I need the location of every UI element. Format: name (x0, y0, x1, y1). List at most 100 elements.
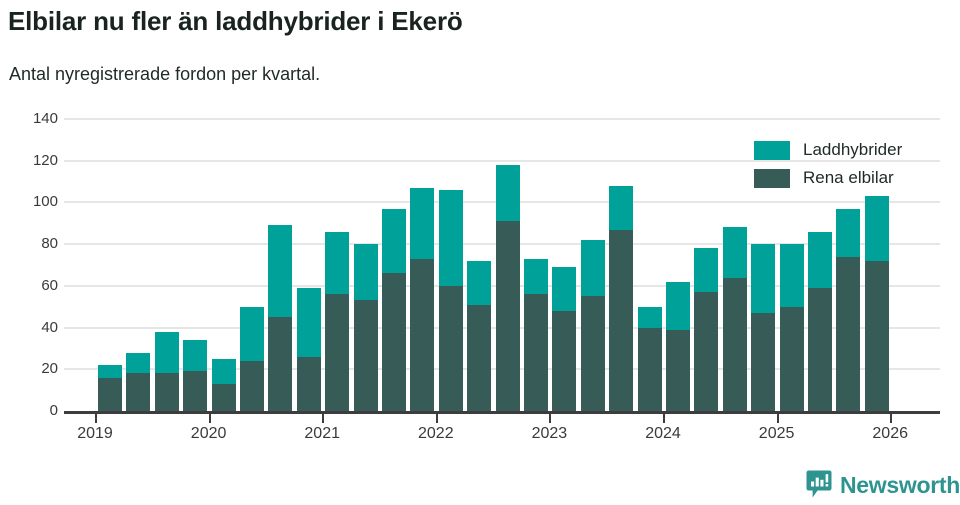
bar-segment-rena-elbilar (524, 294, 548, 411)
bar-segment-rena-elbilar (495, 221, 520, 411)
x-axis-tick-label: 2021 (304, 425, 340, 442)
bar-2021-q3[interactable] (382, 208, 406, 411)
bar-segment-laddhybrider (495, 164, 520, 222)
x-axis-tick (776, 414, 779, 423)
bar-2022-q2[interactable] (467, 260, 492, 411)
bar-segment-laddhybrider (864, 196, 889, 261)
bar-2021-q4[interactable] (410, 187, 435, 411)
x-axis-tick (549, 414, 552, 423)
bar-chart-bubble-icon (806, 470, 832, 500)
bar-2024-q4[interactable] (751, 244, 776, 411)
bar-segment-laddhybrider (154, 331, 179, 374)
bar-segment-rena-elbilar (268, 317, 293, 411)
bar-segment-laddhybrider (751, 244, 776, 313)
x-axis-tick-label: 2025 (758, 425, 795, 442)
bar-segment-laddhybrider (126, 352, 151, 374)
bar-segment-rena-elbilar (98, 377, 122, 411)
bar-segment-rena-elbilar (694, 292, 719, 411)
x-axis-tick-label: 2020 (190, 425, 227, 442)
legend-item-rena-elbilar[interactable]: Rena elbilar (754, 164, 902, 192)
y-axis-tick-label: 120 (32, 151, 58, 169)
bar-segment-laddhybrider (552, 267, 577, 311)
bar-2022-q4[interactable] (524, 258, 548, 411)
bar-segment-rena-elbilar (722, 277, 747, 411)
x-axis-tick-label: 2019 (77, 425, 113, 442)
legend-swatch-laddhybrider (754, 140, 790, 160)
bar-segment-rena-elbilar (296, 356, 321, 411)
bar-segment-rena-elbilar (154, 373, 179, 411)
bar-2020-q2[interactable] (240, 306, 264, 411)
y-axis-tick-label: 20 (41, 360, 58, 378)
bar-2021-q2[interactable] (353, 244, 378, 411)
bar-segment-laddhybrider (382, 208, 406, 274)
bar-segment-laddhybrider (524, 258, 548, 295)
bar-2024-q2[interactable] (694, 248, 719, 411)
x-axis-tick-label: 2022 (418, 425, 454, 442)
bar-2023-q3[interactable] (609, 185, 634, 411)
x-axis-tick-label: 2023 (531, 425, 568, 442)
bar-segment-laddhybrider (722, 227, 747, 278)
bar-segment-rena-elbilar (637, 327, 662, 411)
legend-label-laddhybrider: Laddhybrider (803, 140, 903, 159)
bar-2020-q4[interactable] (296, 287, 321, 411)
bar-segment-rena-elbilar (183, 371, 208, 411)
newsworthy-logo[interactable]: Newsworthy (806, 470, 960, 500)
bar-segment-rena-elbilar (580, 296, 605, 411)
bar-2019-q3[interactable] (154, 331, 179, 411)
bar-2020-q3[interactable] (268, 225, 293, 411)
bar-2022-q1[interactable] (438, 189, 463, 411)
legend-item-laddhybrider[interactable]: Laddhybrider (754, 136, 902, 164)
x-axis-tick (890, 414, 893, 423)
bar-segment-rena-elbilar (552, 310, 577, 411)
chart-legend: Laddhybrider Rena elbilar (754, 136, 902, 192)
bar-2019-q2[interactable] (126, 352, 151, 411)
bar-segment-rena-elbilar (126, 373, 151, 411)
bar-2023-q1[interactable] (552, 267, 577, 411)
y-axis-tick-label: 80 (41, 235, 58, 253)
bar-2025-q4[interactable] (864, 196, 889, 411)
bar-2024-q1[interactable] (666, 281, 690, 411)
y-axis-tick-label: 140 (32, 110, 58, 127)
bar-segment-laddhybrider (325, 231, 350, 295)
x-axis-line (64, 411, 940, 414)
bar-segment-laddhybrider (836, 208, 861, 257)
x-axis-tick (663, 414, 665, 423)
bar-2023-q2[interactable] (580, 239, 605, 411)
bar-segment-laddhybrider (467, 260, 492, 305)
bar-2019-q4[interactable] (183, 340, 208, 411)
bar-2021-q1[interactable] (325, 231, 350, 411)
bar-segment-laddhybrider (808, 231, 832, 288)
gridline (64, 118, 940, 120)
bar-segment-laddhybrider (183, 340, 208, 372)
bar-2024-q3[interactable] (722, 227, 747, 411)
bar-segment-rena-elbilar (609, 229, 634, 411)
bar-segment-rena-elbilar (382, 273, 406, 411)
bar-2022-q3[interactable] (495, 164, 520, 411)
bar-2019-q1[interactable] (98, 365, 122, 411)
y-axis-tick-label: 40 (41, 318, 58, 336)
y-axis-tick-label: 100 (32, 193, 58, 211)
bar-segment-laddhybrider (694, 248, 719, 293)
bar-segment-laddhybrider (779, 244, 804, 307)
bar-segment-laddhybrider (580, 239, 605, 297)
bar-2023-q4[interactable] (637, 306, 662, 411)
bar-segment-laddhybrider (609, 185, 634, 230)
bar-segment-rena-elbilar (438, 285, 463, 411)
bar-segment-laddhybrider (296, 287, 321, 357)
bar-segment-rena-elbilar (864, 260, 889, 411)
bar-segment-rena-elbilar (353, 300, 378, 411)
bar-segment-rena-elbilar (325, 294, 350, 411)
gridline (64, 159, 940, 162)
bar-segment-rena-elbilar (836, 256, 861, 411)
legend-label-rena-elbilar: Rena elbilar (803, 168, 894, 187)
bar-2025-q1[interactable] (779, 244, 804, 411)
bar-segment-laddhybrider (438, 189, 463, 286)
bar-2020-q1[interactable] (211, 358, 236, 411)
bar-segment-laddhybrider (637, 306, 662, 328)
bar-segment-rena-elbilar (410, 258, 435, 411)
bar-2025-q3[interactable] (836, 208, 861, 411)
bar-2025-q2[interactable] (808, 231, 832, 411)
x-axis-tick (322, 414, 325, 423)
bar-segment-laddhybrider (666, 281, 690, 330)
